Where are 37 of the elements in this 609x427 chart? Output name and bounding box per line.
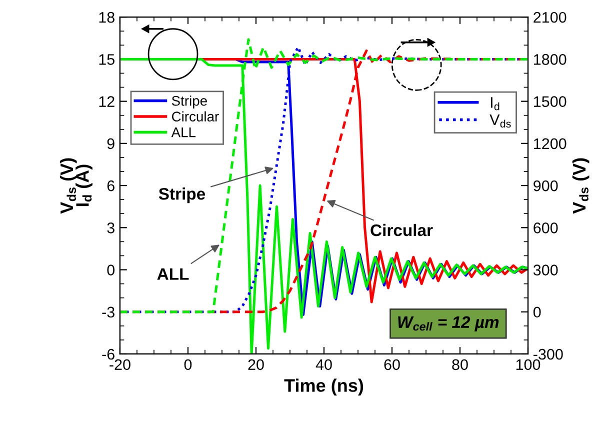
x-tick-label: 60: [384, 359, 400, 370]
y-tick-label: 0: [107, 264, 115, 276]
y-tick-label: 3: [107, 222, 114, 234]
y2-tick-label: 1800: [534, 54, 566, 65]
y2-tick-label: 2100: [534, 12, 566, 23]
y-tick-label: 9: [107, 138, 114, 150]
y-tick-label: -3: [102, 306, 114, 318]
annotation: Circular: [370, 224, 433, 236]
y2-tick-label: 300: [533, 264, 558, 276]
x-axis-title: Time (ns): [284, 378, 364, 396]
y2-tick-label: -300: [534, 348, 563, 360]
y2-axis-title: V$_{ds}$ (V): [572, 158, 590, 214]
y-tick-label: 12: [99, 96, 114, 107]
x-tick-label: -20: [110, 359, 130, 370]
y2-tick-label: 1200: [534, 138, 566, 150]
text: V$_{ds}$ (V) I$_{d}$ (A): [60, 158, 92, 214]
x-tick-label: 20: [248, 359, 264, 370]
y2-tick-label: 0: [533, 306, 541, 318]
y-tick-label: 18: [99, 12, 114, 23]
legend-label: Stripe: [172, 96, 207, 109]
annotation: V$_{ds}$: [490, 114, 511, 128]
y2-tick-label: 900: [534, 180, 558, 192]
annotation: Stripe: [158, 188, 206, 204]
y2-tick-label: 1500: [534, 96, 566, 107]
y-tick-label: 15: [99, 54, 114, 65]
x-tick-label: 0: [184, 359, 192, 370]
annotation: W$_{cell}$ = 12 µm: [398, 316, 499, 332]
legend-label: ALL: [171, 128, 196, 138]
y-tick-label: -6: [102, 348, 114, 360]
legend-label: Circular: [172, 111, 219, 122]
annotation: ALL: [157, 268, 189, 280]
x-tick-label: 100: [516, 359, 540, 370]
y-tick-label: 6: [107, 180, 114, 192]
x-tick-label: 40: [316, 359, 332, 370]
annotation: I$_{d}$: [490, 97, 500, 110]
x-tick-label: 80: [452, 359, 468, 370]
y2-tick-label: 600: [534, 222, 558, 234]
